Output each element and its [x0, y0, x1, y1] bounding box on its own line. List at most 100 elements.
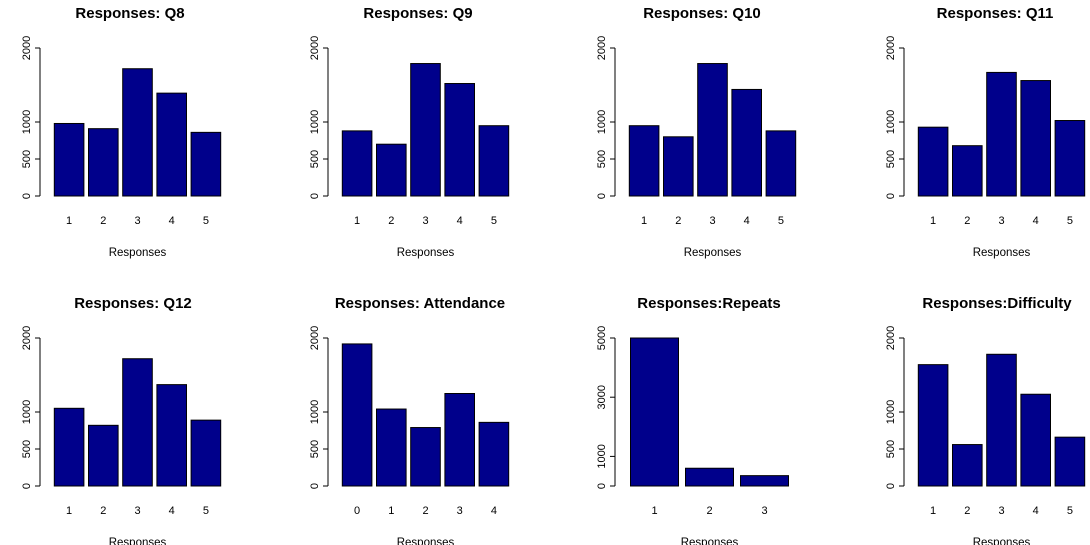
x-tick-label: 4	[744, 215, 750, 227]
chart-panel-3: Responses: Q10 0 500 1000 2000 1 2 3 4 5 Responses	[596, 5, 797, 259]
x-axis-label: Responses	[973, 247, 1031, 259]
bar	[122, 358, 153, 487]
y-tick-label: 1000	[596, 110, 608, 134]
bar	[740, 475, 789, 487]
chart-title: Responses: Q12	[74, 295, 192, 312]
y-tick-label: 500	[885, 150, 897, 168]
bar	[88, 128, 119, 197]
bar	[1020, 393, 1052, 487]
bar	[53, 122, 85, 197]
bar	[190, 131, 222, 197]
bar	[952, 145, 983, 197]
y-tick-label: 2000	[309, 326, 321, 350]
y-tick-label: 0	[596, 193, 608, 199]
y-tick-label: 2000	[21, 326, 33, 350]
x-tick-label: 1	[651, 505, 657, 517]
x-tick-label: 3	[134, 505, 140, 517]
x-tick-label: 3	[761, 505, 767, 517]
x-tick-label: 1	[388, 505, 394, 517]
bar	[376, 143, 407, 197]
bar	[122, 68, 153, 197]
x-tick-label: 2	[706, 505, 712, 517]
x-tick-label: 2	[100, 215, 106, 227]
y-tick-label: 500	[596, 150, 608, 168]
y-tick-label: 0	[596, 483, 608, 489]
x-tick-label: 1	[641, 215, 647, 227]
x-tick-label: 1	[66, 215, 72, 227]
x-axis-label: Responses	[684, 247, 742, 259]
x-tick-label: 5	[778, 215, 784, 227]
bar	[478, 421, 510, 487]
x-tick-label: 5	[203, 505, 209, 517]
y-tick-label: 1000	[596, 444, 608, 468]
x-tick-label: 2	[964, 505, 970, 517]
chart-panel-1: Responses: Q8 0 500 1000 2000 1 2 3 4 5 Responses	[21, 5, 222, 259]
bar	[630, 337, 679, 487]
y-tick-label: 2000	[885, 326, 897, 350]
chart-title: Responses: Q11	[937, 5, 1054, 22]
bar	[765, 130, 797, 197]
x-tick-label: 1	[354, 215, 360, 227]
x-tick-label: 4	[457, 215, 463, 227]
y-tick-label: 500	[309, 150, 321, 168]
bar	[917, 126, 949, 197]
bar	[628, 125, 660, 197]
bar	[697, 63, 728, 197]
y-tick-label: 0	[885, 193, 897, 199]
x-tick-label: 2	[964, 215, 970, 227]
chart-title: Responses:Difficulty	[922, 295, 1072, 312]
x-tick-label: 4	[169, 505, 175, 517]
chart-panel-8: Responses:Difficulty 0 500 1000 2000 1 2 3 4 5 Res…	[885, 295, 1086, 545]
bar	[952, 444, 983, 487]
x-tick-label: 5	[203, 215, 209, 227]
bar	[663, 136, 694, 197]
y-tick-label: 500	[309, 440, 321, 458]
y-tick-label: 2000	[21, 36, 33, 60]
x-tick-label: 1	[66, 505, 72, 517]
y-tick-label: 500	[21, 440, 33, 458]
bar	[410, 427, 441, 487]
bar	[731, 88, 763, 197]
x-tick-label: 3	[709, 215, 715, 227]
y-tick-label: 1000	[309, 400, 321, 424]
y-tick-label: 0	[309, 193, 321, 199]
x-tick-label: 1	[930, 215, 936, 227]
x-tick-label: 5	[1067, 505, 1073, 517]
chart-title: Responses: Q10	[643, 5, 761, 22]
chart-title: Responses: Q8	[75, 5, 184, 22]
x-tick-label: 2	[100, 505, 106, 517]
x-tick-label: 4	[1033, 215, 1039, 227]
x-tick-label: 3	[422, 215, 428, 227]
x-tick-label: 1	[930, 505, 936, 517]
x-tick-label: 2	[675, 215, 681, 227]
bar	[444, 83, 475, 197]
bar	[444, 393, 475, 487]
x-axis-label: Responses	[397, 247, 455, 259]
bar	[917, 364, 949, 487]
bar	[88, 424, 119, 487]
y-tick-label: 0	[885, 483, 897, 489]
y-tick-label: 0	[309, 483, 321, 489]
y-tick-label: 1000	[309, 110, 321, 134]
y-tick-label: 1000	[885, 110, 897, 134]
chart-title: Responses:Repeats	[637, 295, 780, 312]
y-tick-label: 2000	[596, 36, 608, 60]
y-tick-label: 1000	[21, 400, 33, 424]
chart-panel-4: Responses: Q11 0 500 1000 2000 1 2 3 4 5 Responses	[885, 5, 1086, 259]
y-tick-label: 500	[21, 150, 33, 168]
x-tick-label: 0	[354, 505, 360, 517]
chart-panel-6: Responses: Attendance 0 500 1000 2000 0 1 2 3 4 Re…	[309, 295, 510, 545]
y-tick-label: 2000	[885, 36, 897, 60]
bar	[685, 467, 734, 487]
x-tick-label: 3	[998, 215, 1004, 227]
x-axis-label: Responses	[397, 537, 455, 545]
y-tick-label: 2000	[309, 36, 321, 60]
x-tick-label: 4	[169, 215, 175, 227]
bar	[1054, 120, 1086, 197]
x-axis-label: Responses	[973, 537, 1031, 545]
x-tick-label: 4	[491, 505, 497, 517]
bar	[410, 63, 441, 197]
bar	[341, 343, 373, 487]
bar	[376, 408, 407, 487]
bar	[986, 353, 1017, 487]
